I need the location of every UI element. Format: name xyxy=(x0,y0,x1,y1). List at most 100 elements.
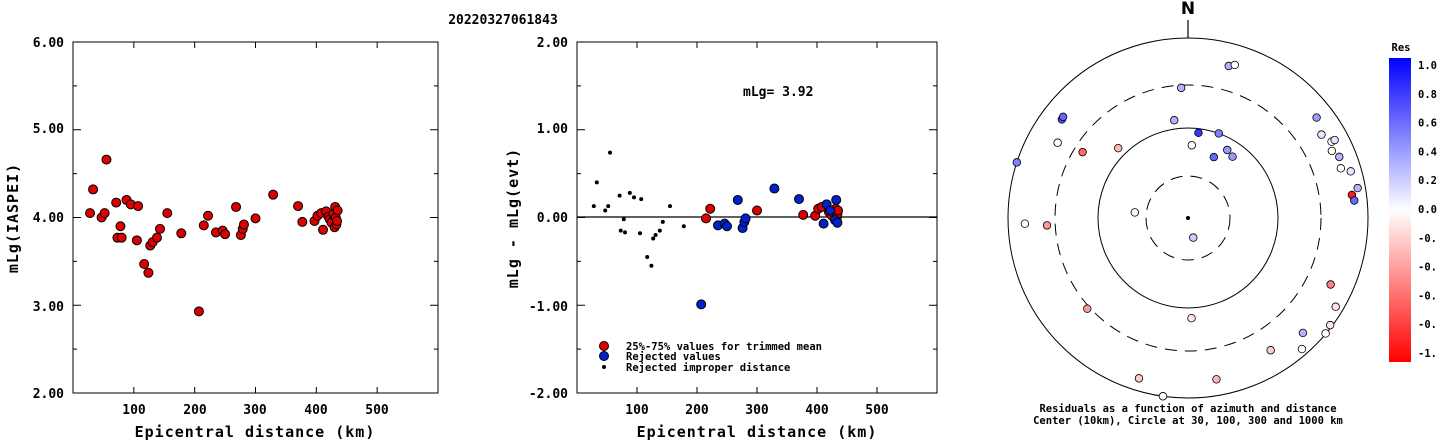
station-residual xyxy=(1170,116,1179,125)
ring-100km xyxy=(1097,127,1279,309)
polar-caption-2: Center (10km), Circle at 30, 100, 300 an… xyxy=(1033,415,1343,427)
colorbar-gradient xyxy=(1389,58,1411,362)
station-residual xyxy=(1058,112,1068,122)
data-point xyxy=(818,218,829,229)
colorbar-label: -0.6 xyxy=(1418,290,1437,302)
station-residual xyxy=(1230,60,1239,70)
data-point xyxy=(297,216,308,227)
data-point-improper xyxy=(657,228,662,233)
data-point xyxy=(85,208,96,219)
data-point xyxy=(198,220,209,231)
left-ytick: 5.00 xyxy=(33,122,64,137)
data-point xyxy=(831,194,842,205)
data-point xyxy=(151,232,162,243)
station-residual xyxy=(1317,130,1326,139)
data-point-improper xyxy=(603,208,608,213)
left-xtick: 300 xyxy=(243,403,267,418)
data-point xyxy=(203,210,214,221)
data-point xyxy=(131,235,142,246)
station-residual xyxy=(1325,320,1335,330)
data-point xyxy=(293,201,304,212)
data-point xyxy=(318,224,329,235)
middle-y-ticks: 2.00 1.00 0.00 -1.00 -2.00 xyxy=(529,36,568,402)
data-point xyxy=(88,184,99,195)
station-residual xyxy=(1327,146,1337,156)
left-xtick: 400 xyxy=(304,403,328,418)
station-residual xyxy=(1331,302,1340,311)
data-point xyxy=(740,213,751,224)
data-point xyxy=(722,221,732,232)
colorbar-label: 0.2 xyxy=(1418,175,1437,187)
left-x-label: Epicentral distance (km) xyxy=(135,423,376,441)
legend-marker-rejected xyxy=(599,351,609,361)
data-point xyxy=(139,259,150,270)
legend-marker-improper xyxy=(602,365,606,369)
station-residual xyxy=(1194,128,1203,138)
data-point xyxy=(154,223,165,234)
ring-30km xyxy=(1145,175,1231,261)
data-point-improper xyxy=(608,150,612,155)
data-point-improper xyxy=(668,204,672,209)
ring-300km xyxy=(1054,84,1322,352)
middle-x-ticks: 100 200 300 400 500 xyxy=(625,403,889,418)
station-residual xyxy=(1187,141,1197,150)
data-point-improper xyxy=(681,224,686,229)
station-residual xyxy=(1134,374,1144,383)
station-residual xyxy=(1212,375,1221,384)
polar-caption-1: Residuals as a function of azimuth and d… xyxy=(1039,403,1336,415)
data-point xyxy=(176,228,187,239)
data-point xyxy=(832,217,843,228)
middle-xtick: 300 xyxy=(745,403,769,418)
data-point-improper xyxy=(645,254,650,259)
data-point xyxy=(769,183,780,194)
station-residual xyxy=(1012,158,1022,167)
station-residual xyxy=(1078,147,1087,157)
station-residual xyxy=(1266,346,1275,355)
station-residual xyxy=(1209,152,1219,162)
data-point-improper xyxy=(627,190,632,195)
data-point xyxy=(116,232,127,243)
left-ytick: 4.00 xyxy=(33,211,64,226)
station-residual xyxy=(1113,143,1123,153)
chart-polar: N Residuals as a function of azimuth and… xyxy=(1007,0,1369,427)
data-point xyxy=(332,216,343,227)
station-residual xyxy=(1083,304,1092,313)
left-points xyxy=(85,154,343,317)
colorbar-labels: 1.0 0.8 0.6 0.4 0.2 0.0 -0.2 -0.4 -0.6 -0.8 -1.0 xyxy=(1418,60,1437,360)
station-residual xyxy=(1187,314,1196,323)
middle-points xyxy=(591,150,843,310)
middle-ytick: -1.00 xyxy=(529,300,568,315)
station-residual xyxy=(1053,138,1062,147)
left-y-label: mLg(IASPEI) xyxy=(4,163,22,273)
data-point xyxy=(701,213,711,224)
data-point xyxy=(115,221,126,232)
data-point xyxy=(825,205,836,216)
station-residual xyxy=(1228,152,1237,161)
middle-ytick: -2.00 xyxy=(529,387,568,402)
data-point xyxy=(794,194,804,205)
data-point xyxy=(238,219,249,230)
data-point xyxy=(752,205,762,216)
left-x-ticks: 100 200 300 400 500 xyxy=(122,403,389,418)
middle-x-label: Epicentral distance (km) xyxy=(637,423,878,441)
chart-middle: 2.00 1.00 0.00 -1.00 -2.00 100 200 300 4… xyxy=(504,36,938,441)
station-residual xyxy=(1042,221,1052,230)
data-point-improper xyxy=(649,263,654,268)
legend-label-trimmed: 25%-75% values for trimmed mean xyxy=(626,341,822,353)
ring-1000km xyxy=(1007,37,1369,399)
station-residual xyxy=(1346,167,1355,176)
colorbar-title: Res xyxy=(1392,42,1411,54)
colorbar-label: 1.0 xyxy=(1418,60,1437,72)
left-ytick: 3.00 xyxy=(33,300,64,315)
data-point-improper xyxy=(591,204,596,209)
middle-xtick: 400 xyxy=(805,403,829,418)
colorbar-label: -0.2 xyxy=(1418,233,1437,245)
station-residual xyxy=(1353,183,1362,193)
left-ytick: 2.00 xyxy=(33,387,64,402)
station-residual xyxy=(1335,152,1344,162)
epicenter-dot xyxy=(1186,216,1190,220)
data-point-improper xyxy=(606,204,611,209)
station-residual xyxy=(1130,208,1140,217)
polar-points xyxy=(1012,60,1362,401)
data-point-improper xyxy=(623,230,627,235)
